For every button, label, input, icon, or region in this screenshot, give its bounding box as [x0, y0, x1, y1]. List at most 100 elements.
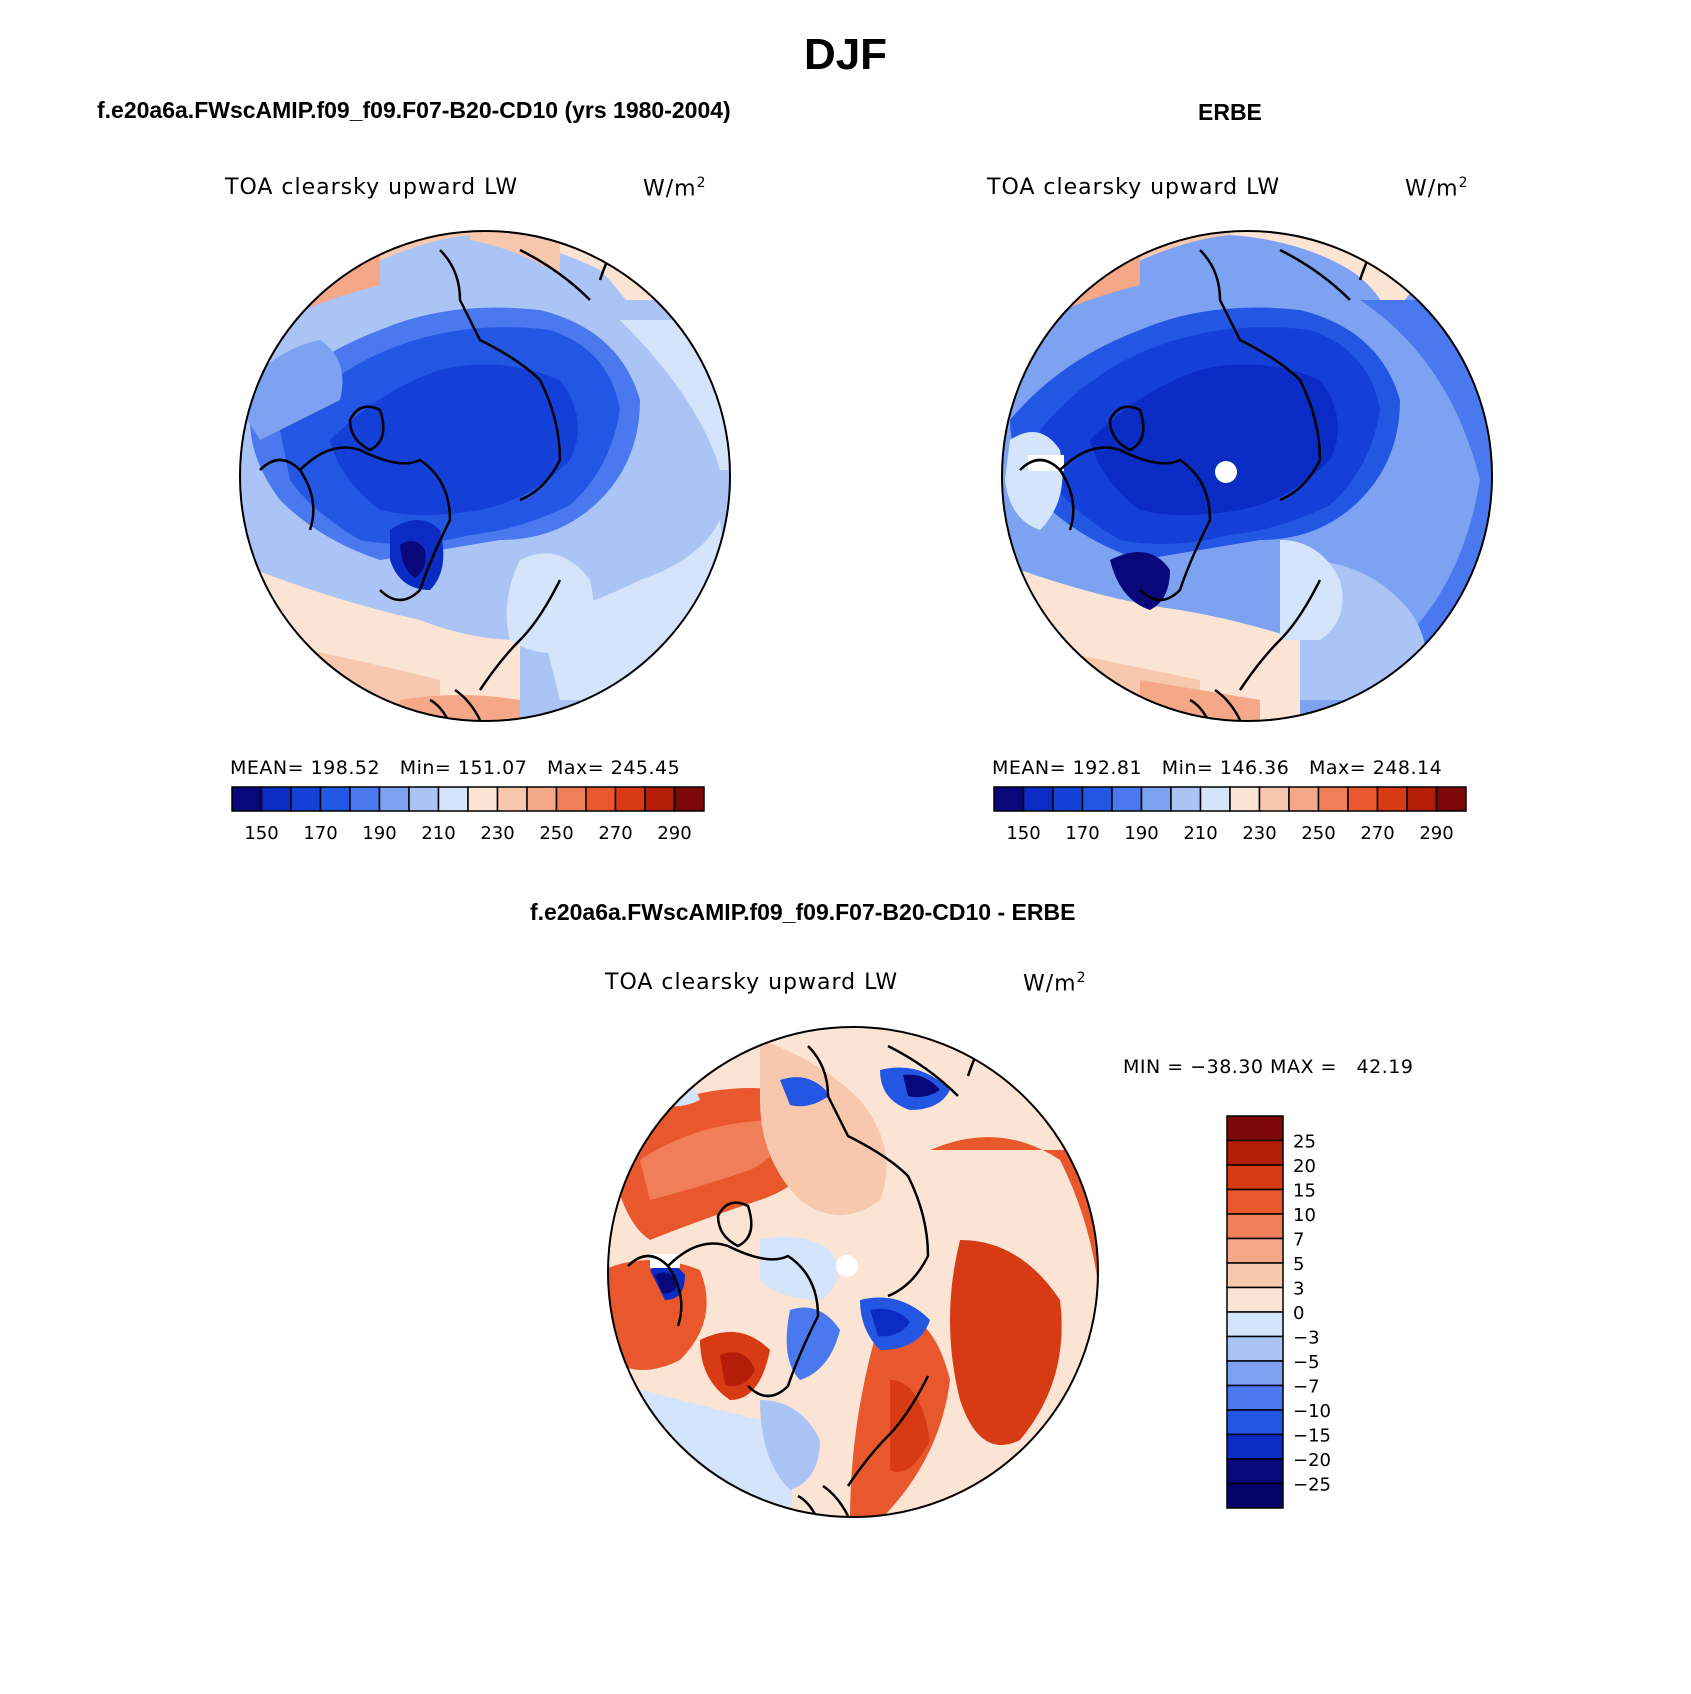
- panel3-colorbar-tick-label: 0: [1293, 1303, 1304, 1324]
- panel2-colorbar-box: [1347, 786, 1379, 812]
- panel1-colorbar-box: [260, 786, 292, 812]
- panel3-map-border: [607, 1026, 1099, 1518]
- panel1-variable-label: TOA clearsky upward LW: [225, 175, 519, 200]
- panel1-colorbar-box: [437, 786, 469, 812]
- panel1-mean-value: 198.52: [310, 757, 381, 779]
- panel3-colorbar-tick-label: −10: [1293, 1401, 1331, 1422]
- panel3-title: f.e20a6a.FWscAMIP.f09_f09.F07-B20-CD10 -…: [530, 899, 1076, 925]
- panel1-colorbar-tick-label: 210: [421, 823, 455, 844]
- panel2-colorbar-box: [1435, 786, 1467, 812]
- panel2-colorbar-tick-label: 290: [1419, 823, 1453, 844]
- panel2-mean-label: MEAN=: [992, 757, 1067, 779]
- panel3-colorbar-box: [1226, 1482, 1284, 1509]
- panel2-map: [1002, 231, 1492, 721]
- panel3-colorbar: 25 20 15 10 7 5 3 0 −3 −5 −7 −10 −15 −20 −25: [1226, 1115, 1331, 1509]
- panel2-colorbar-tick-label: 150: [1006, 823, 1040, 844]
- panel3-colorbar-tick-label: 25: [1293, 1132, 1316, 1153]
- panel3-colorbar-tick-label: 5: [1293, 1254, 1304, 1275]
- panel1-units-label: W/m2: [643, 175, 707, 202]
- panel2-stats: MEAN= 192.81 Min= 146.36 Max= 248.14: [992, 757, 1442, 779]
- panel2-colorbar-box: [1111, 786, 1143, 812]
- panel2-colorbar-box: [1140, 786, 1172, 812]
- panel2-min-value: 146.36: [1219, 757, 1290, 779]
- panel2-colorbar-box: [993, 786, 1025, 812]
- panel1-colorbar-box: [378, 786, 410, 812]
- panel1-colorbar-box: [319, 786, 351, 812]
- panel3-minmax: MIN = −38.30 MAX = 42.19: [1123, 1056, 1414, 1078]
- panel1-mean-label: MEAN=: [230, 757, 305, 779]
- panel1-map-border: [239, 230, 731, 722]
- panel2-mean-value: 192.81: [1072, 757, 1143, 779]
- panel1-colorbar-tick-label: 150: [244, 823, 278, 844]
- panel1-colorbar-box: [644, 786, 676, 812]
- panel3-colorbar-box: [1226, 1335, 1284, 1362]
- panel3-colorbar-tick-label: −25: [1293, 1475, 1331, 1496]
- panel2-colorbar-box: [1170, 786, 1202, 812]
- panel2-units-label: W/m2: [1405, 175, 1469, 202]
- panel1-title: f.e20a6a.FWscAMIP.f09_f09.F07-B20-CD10 (…: [97, 97, 731, 123]
- panel1-colorbar-box: [555, 786, 587, 812]
- panel3-variable-label: TOA clearsky upward LW: [605, 970, 899, 995]
- panel1-colorbar-box: [408, 786, 440, 812]
- panel3-colorbar-box: [1226, 1409, 1284, 1436]
- panel1-min-value: 151.07: [457, 757, 528, 779]
- panel1-colorbar-box: [231, 786, 263, 812]
- panel1-max-label: Max=: [546, 757, 605, 779]
- panel2-colorbar-box: [1376, 786, 1408, 812]
- panel3-colorbar-tick-label: −15: [1293, 1426, 1331, 1447]
- panel2-colorbar-box: [1406, 786, 1438, 812]
- panel1-colorbar-box: [673, 786, 705, 812]
- panel2-max-label: Max=: [1308, 757, 1367, 779]
- panel3-colorbar-tick-label: 3: [1293, 1279, 1304, 1300]
- panel1-colorbar-tick-label: 270: [598, 823, 632, 844]
- panel2-min-label: Min=: [1161, 757, 1214, 779]
- panel2-map-border: [1001, 230, 1493, 722]
- panel2-colorbar-box: [1288, 786, 1320, 812]
- panel2-colorbar-box: [1199, 786, 1231, 812]
- panel3-colorbar-box: [1226, 1139, 1284, 1166]
- main-title: DJF: [803, 30, 888, 79]
- panel2-colorbar-tick-label: 250: [1301, 823, 1335, 844]
- panel1-colorbar-tick-label: 290: [657, 823, 691, 844]
- panel1-colorbar-box: [290, 786, 322, 812]
- panel3-colorbar-box: [1226, 1311, 1284, 1338]
- panel1-colorbar-box: [526, 786, 558, 812]
- panel3-colorbar-tick-label: 20: [1293, 1156, 1316, 1177]
- panel3-colorbar-box: [1226, 1164, 1284, 1191]
- panel1-colorbar-tick-label: 250: [539, 823, 573, 844]
- panel2-colorbar-tick-label: 190: [1124, 823, 1158, 844]
- panel2-colorbar-box: [1229, 786, 1261, 812]
- panel1-stats: MEAN= 198.52 Min= 151.07 Max= 245.45: [230, 757, 680, 779]
- panel1-colorbar-box: [467, 786, 499, 812]
- panel1-colorbar-box: [496, 786, 528, 812]
- panel1-colorbar-box: [585, 786, 617, 812]
- panel3-colorbar-box: [1226, 1384, 1284, 1411]
- panel3-colorbar-box: [1226, 1188, 1284, 1215]
- panel1-colorbar: 150 170 190 210 230 250 270 290: [231, 786, 705, 844]
- panel2-colorbar-tick-label: 170: [1065, 823, 1099, 844]
- panel3-colorbar-tick-label: −7: [1293, 1377, 1320, 1398]
- panel3-colorbar-box: [1226, 1360, 1284, 1387]
- panel1-colorbar-box: [614, 786, 646, 812]
- panel3-colorbar-box: [1226, 1262, 1284, 1289]
- panel2-title: ERBE: [1198, 99, 1262, 125]
- panel2-colorbar-box: [1081, 786, 1113, 812]
- panel2-colorbar-box: [1052, 786, 1084, 812]
- panel2-colorbar-box: [1317, 786, 1349, 812]
- panel3-colorbar-tick-label: 15: [1293, 1181, 1316, 1202]
- panel3-colorbar-box: [1226, 1458, 1284, 1485]
- panel2-colorbar-tick-label: 270: [1360, 823, 1394, 844]
- panel3-colorbar-box: [1226, 1115, 1284, 1142]
- panel3-colorbar-box: [1226, 1286, 1284, 1313]
- panel1-max-value: 245.45: [610, 757, 681, 779]
- panel3-colorbar-tick-label: −3: [1293, 1328, 1320, 1349]
- panel3-units-label: W/m2: [1023, 970, 1087, 997]
- panel3-colorbar-tick-label: −5: [1293, 1352, 1320, 1373]
- panel3-colorbar-tick-label: 7: [1293, 1230, 1304, 1251]
- panel2-max-value: 248.14: [1372, 757, 1443, 779]
- panel2-variable-label: TOA clearsky upward LW: [987, 175, 1281, 200]
- panel2-colorbar: 150 170 190 210 230 250 270 290: [993, 786, 1467, 844]
- panel1-colorbar-box: [349, 786, 381, 812]
- panel2-colorbar-box: [1022, 786, 1054, 812]
